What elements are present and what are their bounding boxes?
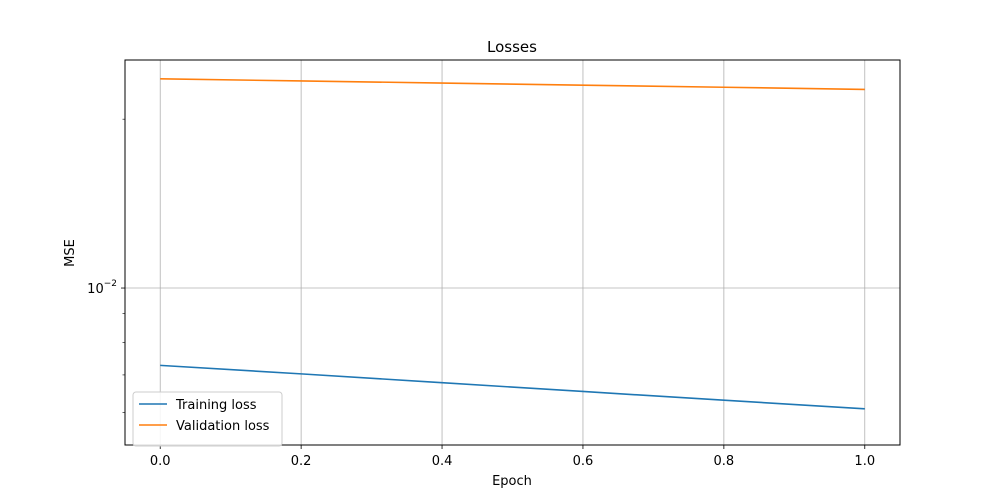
- y-tick-label-base: 10: [87, 282, 104, 297]
- x-axis-label: Epoch: [492, 474, 532, 489]
- plot-frame: [124, 59, 901, 446]
- x-tick-label: 0.6: [573, 454, 594, 469]
- y-axis-label: MSE: [63, 239, 78, 267]
- series-lines: [160, 78, 865, 410]
- legend: Training loss Validation loss: [132, 391, 283, 447]
- legend-label: Validation loss: [176, 419, 270, 434]
- axis-ticks: 0.0 0.2 0.4 0.6 0.8 1.0 10−2: [87, 118, 875, 469]
- y-tick-label-exponent: −2: [104, 279, 117, 289]
- series-line: [160, 364, 865, 410]
- x-tick-label: 1.0: [854, 454, 875, 469]
- legend-label: Training loss: [175, 398, 257, 413]
- x-tick-label: 0.0: [150, 454, 171, 469]
- x-tick-label: 0.2: [291, 454, 312, 469]
- legend-box: [132, 391, 283, 447]
- series-line: [160, 78, 865, 91]
- y-tick-label: 10−2: [87, 279, 117, 297]
- grid: [125, 60, 900, 445]
- chart-title: Losses: [487, 38, 537, 56]
- x-tick-label: 0.8: [714, 454, 735, 469]
- x-tick-label: 0.4: [432, 454, 453, 469]
